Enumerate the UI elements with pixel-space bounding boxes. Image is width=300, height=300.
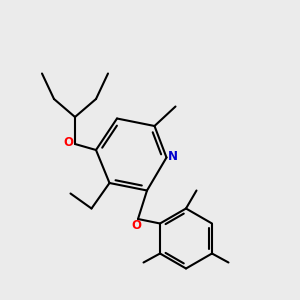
- Text: O: O: [131, 219, 142, 232]
- Text: N: N: [168, 150, 178, 164]
- Text: O: O: [63, 136, 74, 149]
